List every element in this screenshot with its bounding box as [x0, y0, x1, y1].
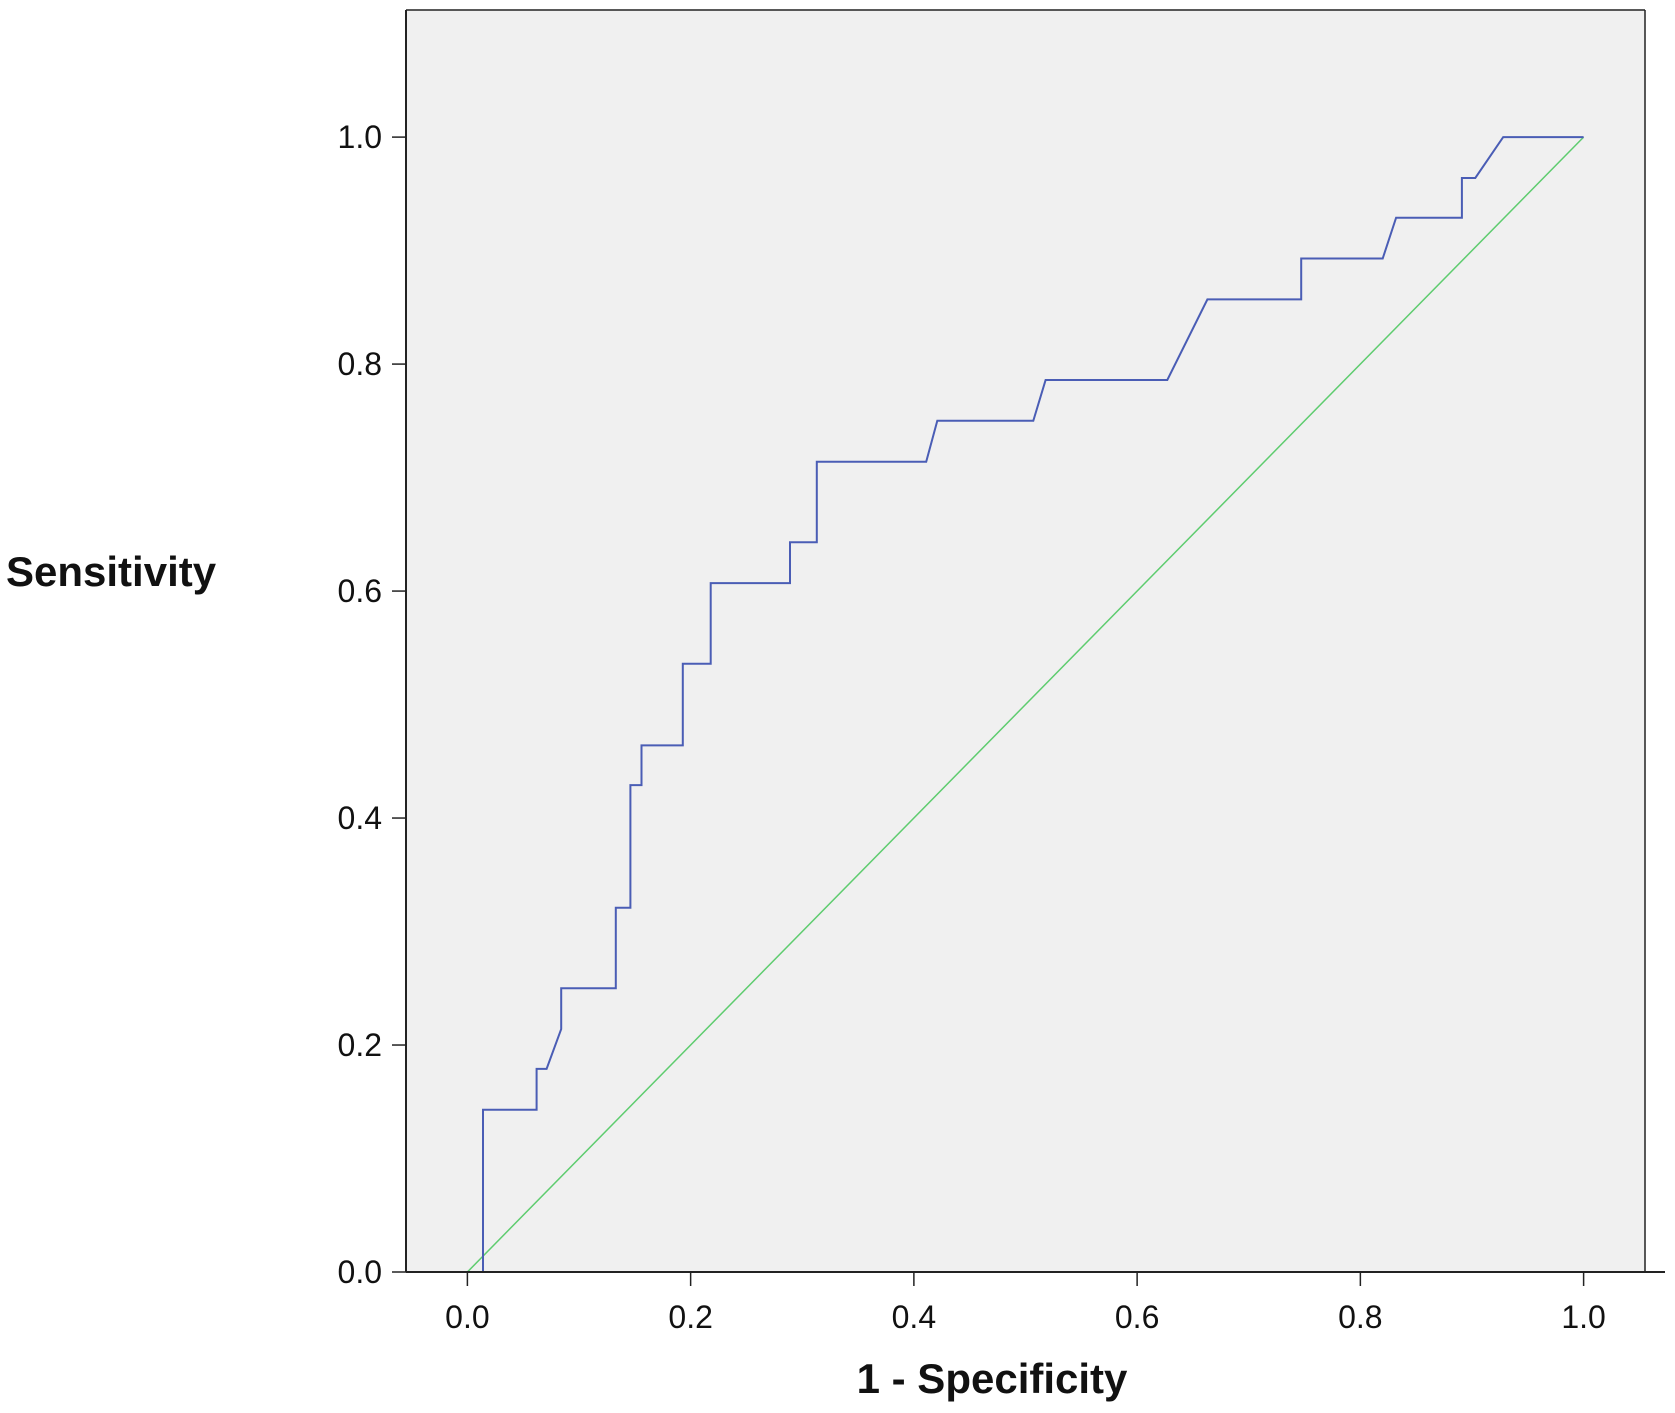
- y-tick-label: 0.6: [338, 573, 382, 609]
- x-tick-label: 0.2: [668, 1299, 712, 1335]
- roc-curve: [467, 136, 1584, 1273]
- x-tick-label: 1.0: [1561, 1299, 1605, 1335]
- y-axis-title: Sensitivity: [6, 548, 217, 595]
- reference-line: [466, 136, 1585, 1273]
- y-tick-label: 1.0: [338, 119, 382, 155]
- plot-area: [406, 10, 1645, 1272]
- x-axis-title: 1 - Specificity: [857, 1355, 1128, 1402]
- plot-frame: [405, 9, 1665, 1273]
- x-tick-label: 0.8: [1338, 1299, 1382, 1335]
- y-tick-label: 0.8: [338, 346, 382, 382]
- x-tick-label: 0.4: [892, 1299, 936, 1335]
- x-axis: 0.0 0.2 0.4 0.6 0.8 1.0: [445, 1272, 1606, 1335]
- x-tick-label: 0.0: [445, 1299, 489, 1335]
- y-tick-label: 0.0: [338, 1254, 382, 1290]
- series-layer: [466, 136, 1585, 1273]
- y-tick-label: 0.4: [338, 800, 382, 836]
- y-axis: 0.0 0.2 0.4 0.6 0.8 1.0: [338, 119, 406, 1290]
- y-tick-label: 0.2: [338, 1027, 382, 1063]
- x-tick-label: 0.6: [1115, 1299, 1159, 1335]
